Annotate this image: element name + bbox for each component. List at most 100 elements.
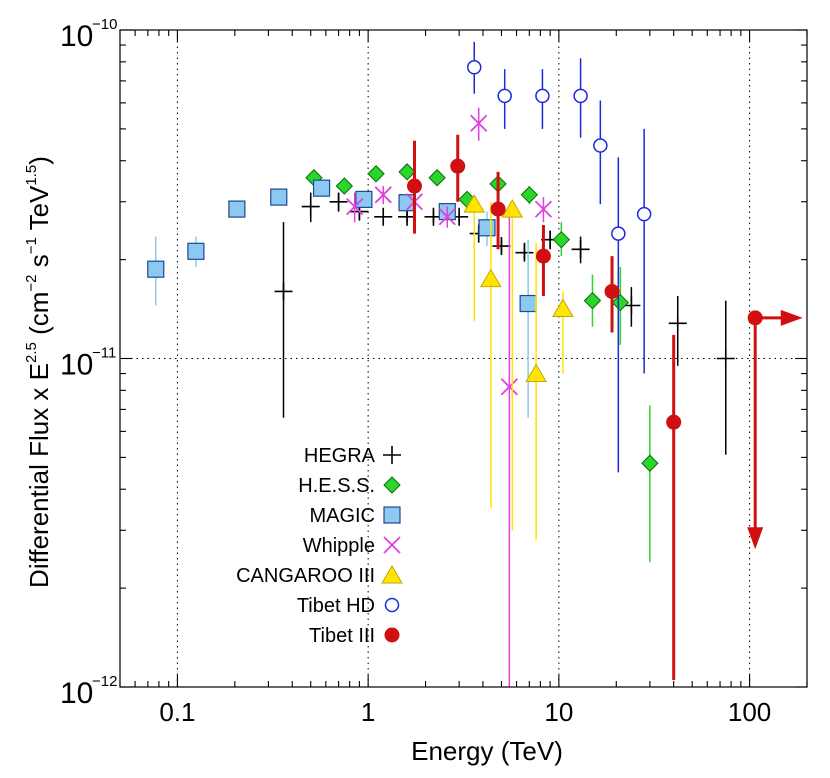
data-point: [479, 268, 502, 288]
data-point: [466, 60, 482, 75]
legend-entry: HEGRA: [304, 445, 401, 467]
series-hegra: [274, 192, 735, 455]
ylabel-unit-open: (cm: [24, 292, 54, 343]
ylabel-exp-s: −1: [23, 237, 40, 254]
data-series: [147, 41, 803, 687]
data-point: [641, 454, 659, 472]
legend-label: H.E.S.S.: [298, 475, 375, 497]
data-point: [355, 190, 373, 209]
x-tick-label: 10: [544, 697, 573, 727]
legend-label: Tibet III: [309, 625, 375, 647]
data-point: [571, 240, 590, 259]
ylabel-exp-cm: −2: [23, 274, 40, 291]
data-point: [346, 197, 364, 216]
data-point: [611, 226, 626, 241]
legend-entry: H.E.S.S.: [298, 475, 401, 497]
data-point: [463, 194, 486, 213]
x-tick-label: 1: [361, 697, 375, 727]
y-axis-label: Differential Flux x E2.5 (cm−2 s−1 TeV1.…: [23, 156, 54, 588]
legend-marker: [383, 506, 401, 524]
x-tick-label: 100: [728, 697, 771, 727]
data-point: [716, 349, 735, 368]
legend-marker: [384, 597, 400, 613]
ylabel-tev: TeV: [24, 185, 54, 237]
data-point: [406, 178, 422, 194]
data-point: [490, 201, 506, 217]
data-point: [534, 200, 553, 218]
legend: HEGRA H.E.S.S. MAGIC Whipple CANGAROO III Tib…: [236, 445, 403, 647]
y-tick-exponent: −11: [92, 345, 116, 362]
legend-entry: Tibet HD: [297, 595, 400, 617]
ylabel-exp-tev: 1.5: [23, 165, 40, 186]
legend-label: Tibet HD: [297, 595, 375, 617]
data-point: [187, 242, 205, 260]
energy-range-arrow: [780, 309, 803, 326]
series-magic: [147, 179, 537, 418]
legend-marker: [383, 536, 401, 554]
data-point: [374, 186, 392, 204]
data-point: [611, 293, 630, 312]
upper-limit-arrow: [747, 527, 764, 550]
ylabel-s: s: [24, 254, 54, 274]
data-point: [450, 158, 466, 174]
legend-entry: Tibet III: [309, 625, 400, 647]
data-point: [398, 163, 416, 181]
data-point: [492, 237, 511, 256]
data-point: [666, 414, 682, 430]
data-point: [274, 282, 293, 301]
data-point: [604, 283, 620, 299]
x-tick-label: 0.1: [159, 697, 195, 727]
y-tick-exponent: −10: [92, 16, 117, 33]
data-point: [301, 197, 320, 216]
data-point: [329, 192, 348, 211]
data-point: [520, 186, 539, 204]
legend-entry: CANGAROO III: [236, 565, 403, 587]
data-point: [552, 230, 571, 249]
data-point: [668, 314, 687, 333]
legend-marker: [383, 476, 401, 494]
data-point: [367, 165, 385, 183]
legend-entry: MAGIC: [309, 505, 401, 527]
data-point: [535, 88, 550, 104]
data-point: [374, 207, 393, 226]
data-point: [515, 243, 534, 262]
data-point: [593, 138, 608, 153]
data-point: [552, 298, 574, 317]
legend-marker: [381, 565, 403, 584]
y-tick-label: 10: [60, 677, 93, 710]
data-point: [525, 363, 548, 383]
data-point: [228, 200, 246, 218]
data-point: [519, 294, 537, 313]
data-point: [428, 169, 446, 187]
ylabel-exp-main: 2.5: [23, 342, 40, 363]
data-point: [270, 188, 288, 206]
grid-lines: [120, 29, 807, 688]
svg-text:Differential Flux x E2.5 (cm−2: Differential Flux x E2.5 (cm−2 s−1 TeV1.…: [23, 156, 54, 588]
y-tick-label: 10: [60, 349, 93, 382]
legend-label: CANGAROO III: [236, 565, 375, 587]
data-point: [747, 310, 763, 326]
data-point: [335, 177, 354, 195]
legend-label: HEGRA: [304, 445, 376, 467]
series-tibet-hd: [466, 41, 652, 473]
series-cangaroo-iii: [463, 194, 574, 541]
y-tick-exponent: −12: [92, 673, 117, 690]
data-point: [501, 199, 524, 218]
data-point: [312, 179, 331, 197]
data-point: [470, 114, 488, 132]
legend-label: Whipple: [303, 535, 375, 557]
data-point: [535, 248, 551, 264]
data-point: [573, 88, 588, 104]
data-point: [438, 208, 456, 226]
data-point: [500, 378, 518, 396]
ylabel-close: ): [24, 156, 54, 165]
legend-marker: [384, 627, 400, 643]
data-point: [478, 219, 496, 237]
data-point: [583, 291, 602, 310]
series-tibet-iii: [406, 134, 803, 681]
ylabel-main: Differential Flux x E: [24, 363, 54, 588]
series-whipple: [346, 107, 553, 687]
legend-marker: [383, 446, 401, 464]
